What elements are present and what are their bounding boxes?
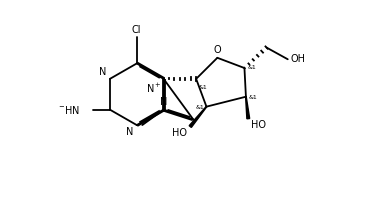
Text: HO: HO	[251, 120, 266, 130]
Polygon shape	[246, 97, 250, 119]
Text: &1: &1	[199, 85, 207, 90]
Text: &1: &1	[248, 65, 256, 70]
Text: N: N	[99, 67, 107, 77]
Text: &1: &1	[195, 105, 204, 110]
Text: OH: OH	[291, 54, 306, 64]
Text: HO: HO	[172, 128, 187, 138]
Text: N$^+$: N$^+$	[146, 82, 161, 95]
Text: Cl: Cl	[132, 25, 141, 35]
Polygon shape	[189, 106, 207, 128]
Text: &1: &1	[248, 95, 257, 100]
Text: N: N	[126, 127, 134, 137]
Text: O: O	[213, 45, 221, 55]
Text: $^{-}$HN: $^{-}$HN	[58, 104, 80, 116]
Text: N: N	[160, 97, 167, 106]
